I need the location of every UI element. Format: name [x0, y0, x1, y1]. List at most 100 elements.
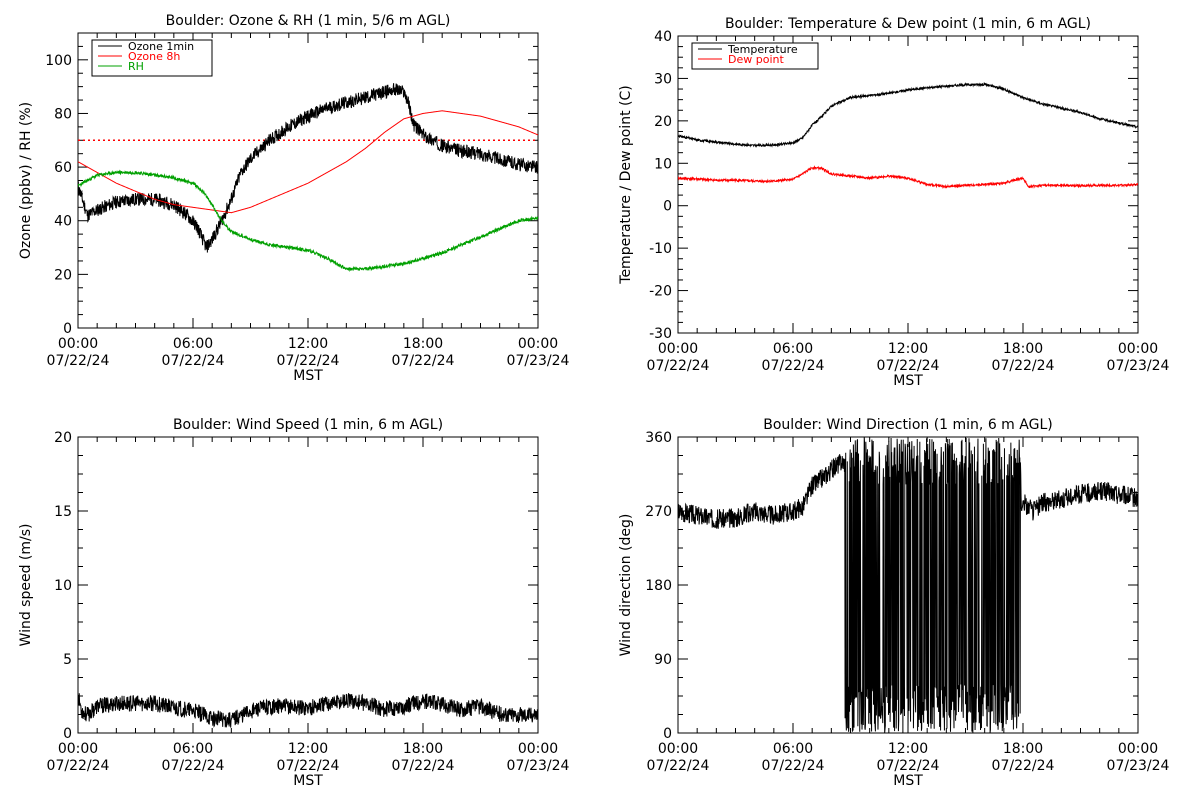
chart-title: Boulder: Ozone & RH (1 min, 5/6 m AGL): [166, 13, 451, 29]
legend-box: [691, 42, 819, 70]
y-tick-label: 10: [54, 578, 72, 594]
y-tick-label: 270: [645, 504, 672, 520]
legend-label: Ozone 1min: [128, 40, 194, 53]
x-tick-label: 00:00: [58, 741, 98, 757]
x-tick-date: 07/22/24: [392, 758, 455, 774]
y-axis-label: Temperature / Dew point (C): [618, 85, 634, 284]
x-tick-date: 07/22/24: [647, 358, 710, 374]
chart-title: Boulder: Wind Direction (1 min, 6 m AGL): [763, 417, 1052, 433]
y-tick-label: -30: [649, 326, 672, 342]
x-tick-date: 07/22/24: [992, 758, 1055, 774]
plot-area: [78, 693, 538, 728]
chart-title: Boulder: Wind Speed (1 min, 6 m AGL): [173, 417, 443, 433]
series-line-ozone-1min: [78, 83, 538, 253]
x-tick-label: 18:00: [1003, 341, 1043, 357]
x-tick-label: 06:00: [773, 741, 813, 757]
y-tick-label: 10: [654, 156, 672, 172]
series-line-temperature: [678, 81, 1138, 149]
x-tick-label: 12:00: [288, 741, 328, 757]
x-tick-date: 07/22/24: [762, 358, 825, 374]
legend-label: Dew point: [728, 53, 784, 66]
x-tick-date: 07/22/24: [762, 758, 825, 774]
y-tick-label: 5: [63, 652, 72, 668]
y-tick-label: 80: [54, 106, 72, 122]
x-tick-label: 12:00: [288, 336, 328, 352]
x-tick-date: 07/22/24: [647, 758, 710, 774]
x-tick-date: 07/23/24: [1107, 758, 1170, 774]
x-tick-date: 07/22/24: [162, 353, 225, 369]
x-tick-label: 00:00: [518, 336, 558, 352]
x-tick-label: 00:00: [58, 336, 98, 352]
y-tick-label: 15: [54, 504, 72, 520]
legend-label: Ozone 8h: [128, 50, 180, 63]
x-tick-label: 00:00: [658, 741, 698, 757]
y-tick-label: 0: [63, 321, 72, 337]
y-tick-label: 100: [45, 53, 72, 69]
y-tick-label: 0: [63, 726, 72, 742]
y-tick-label: -10: [649, 241, 672, 257]
y-axis-label: Wind direction (deg): [618, 514, 634, 657]
y-tick-label: 30: [654, 71, 672, 87]
plot-frame: [77, 32, 539, 329]
y-tick-label: 20: [54, 430, 72, 446]
y-tick-label: 20: [654, 114, 672, 130]
y-tick-label: 0: [663, 726, 672, 742]
legend-label: RH: [128, 60, 144, 73]
chart-wdir: Boulder: Wind Direction (1 min, 6 m AGL)…: [618, 417, 1170, 789]
x-tick-date: 07/22/24: [392, 353, 455, 369]
y-tick-label: 360: [645, 430, 672, 446]
y-tick-label: -20: [649, 284, 672, 300]
x-tick-date: 07/23/24: [507, 758, 570, 774]
series-line-wspd: [78, 693, 538, 728]
x-tick-date: 07/22/24: [992, 358, 1055, 374]
x-axis-label: MST: [893, 773, 923, 789]
series-line-ozone-8h: [78, 110, 538, 214]
x-tick-label: 00:00: [518, 741, 558, 757]
y-tick-label: 40: [654, 29, 672, 45]
x-tick-label: 06:00: [773, 341, 813, 357]
x-axis-label: MST: [293, 773, 323, 789]
y-tick-label: 20: [54, 267, 72, 283]
x-tick-date: 07/23/24: [1107, 358, 1170, 374]
plot-area: [678, 81, 1138, 189]
x-tick-label: 00:00: [1118, 341, 1158, 357]
x-axis-label: MST: [893, 373, 923, 389]
series-line-dew-point: [678, 165, 1138, 189]
x-tick-date: 07/22/24: [47, 758, 110, 774]
chart-ozone: Boulder: Ozone & RH (1 min, 5/6 m AGL) 0 2…: [18, 13, 570, 384]
plot-area: [678, 437, 1138, 733]
plot-area: [78, 83, 538, 273]
x-tick-date: 07/22/24: [162, 758, 225, 774]
x-tick-date: 07/22/24: [277, 758, 340, 774]
x-tick-label: 18:00: [403, 336, 443, 352]
x-tick-label: 12:00: [888, 341, 928, 357]
chart-wspd: Boulder: Wind Speed (1 min, 6 m AGL) 0 5 10…: [18, 417, 570, 789]
y-axis-label: Wind speed (m/s): [18, 524, 34, 647]
x-tick-date: 07/23/24: [507, 353, 570, 369]
y-tick-label: 0: [663, 199, 672, 215]
x-tick-label: 12:00: [888, 741, 928, 757]
x-tick-date: 07/22/24: [877, 358, 940, 374]
y-tick-label: 40: [54, 214, 72, 230]
x-tick-date: 07/22/24: [47, 353, 110, 369]
x-tick-label: 06:00: [173, 741, 213, 757]
plot-frame: [77, 436, 539, 734]
x-tick-label: 06:00: [173, 336, 213, 352]
x-tick-label: 18:00: [403, 741, 443, 757]
x-tick-label: 00:00: [1118, 741, 1158, 757]
chart-temp: Boulder: Temperature & Dew point (1 min,…: [618, 16, 1170, 389]
x-axis-label: MST: [293, 368, 323, 384]
plot-frame: [677, 35, 1139, 334]
x-tick-label: 18:00: [1003, 741, 1043, 757]
y-tick-label: 60: [54, 160, 72, 176]
series-line-wdir: [678, 437, 1138, 733]
x-tick-label: 00:00: [658, 341, 698, 357]
y-axis-label: Ozone (ppbv) / RH (%): [18, 102, 34, 259]
y-tick-label: 180: [645, 578, 672, 594]
series-line-rh: [78, 169, 538, 273]
x-tick-date: 07/22/24: [277, 353, 340, 369]
y-tick-label: 90: [654, 652, 672, 668]
legend-label: Temperature: [727, 43, 798, 56]
chart-title: Boulder: Temperature & Dew point (1 min,…: [725, 16, 1091, 32]
